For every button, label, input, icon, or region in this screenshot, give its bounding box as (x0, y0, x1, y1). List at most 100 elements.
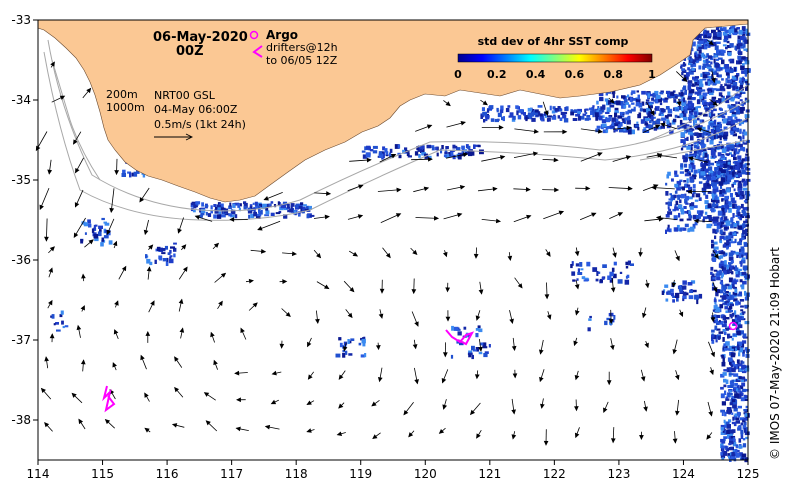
sst-pixel (740, 422, 744, 426)
sst-pixel (688, 56, 692, 60)
sst-pixel (691, 97, 696, 100)
sst-pixel (613, 315, 616, 320)
sst-pixel (482, 111, 488, 116)
sst-pixel (741, 312, 745, 315)
drifter-track-2 (102, 385, 116, 413)
sst-pixel (707, 132, 710, 137)
current-vector (379, 154, 397, 163)
sst-pixel (424, 153, 428, 157)
sst-pixel (737, 293, 743, 297)
sst-pixel (365, 152, 371, 158)
sst-pixel (698, 212, 703, 217)
current-vector (212, 242, 220, 250)
sst-pixel (723, 131, 729, 137)
sst-pixel (679, 179, 683, 182)
sst-pixel (684, 183, 689, 188)
sst-pixel (262, 203, 267, 207)
current-vector (336, 431, 346, 437)
x-tick-label: 125 (737, 467, 760, 481)
sst-pixel (699, 95, 703, 99)
sst-pixel (734, 95, 739, 99)
sst-pixel (737, 186, 743, 191)
sst-pixel (741, 364, 746, 370)
sst-pixel (703, 102, 708, 105)
sst-pixel (607, 275, 612, 280)
sst-pixel (734, 148, 738, 151)
sst-pixel (729, 265, 735, 269)
sst-pixel (731, 148, 734, 152)
sst-pixel (741, 158, 746, 162)
current-vector (610, 427, 616, 444)
sst-pixel (741, 233, 745, 237)
sst-pixel (724, 331, 727, 336)
sst-pixel (426, 144, 432, 149)
sst-pixel (364, 353, 367, 358)
sst-pixel (631, 102, 635, 105)
sst-pixel (736, 445, 739, 449)
current-vector (144, 427, 151, 433)
sst-pixel (483, 119, 486, 123)
sst-pixel (727, 333, 730, 339)
sst-pixel (193, 204, 197, 209)
sst-pixel (721, 287, 725, 291)
sst-pixel (706, 64, 711, 67)
sst-pixel (740, 431, 744, 437)
sst-pixel (687, 117, 692, 121)
current-vector (44, 422, 53, 432)
sst-pixel (671, 120, 676, 125)
current-vector (82, 87, 92, 99)
y-tick-label: -34 (11, 93, 31, 107)
sst-pixel (745, 252, 748, 255)
sst-pixel (719, 165, 724, 168)
sst-pixel (691, 115, 697, 119)
sst-pixel (732, 404, 737, 409)
sst-pixel (693, 111, 698, 115)
sst-pixel (693, 169, 698, 174)
sst-pixel (725, 153, 731, 156)
sst-pixel (692, 214, 698, 220)
sst-pixel (739, 84, 744, 89)
sst-pixel (717, 224, 720, 229)
sst-pixel (202, 212, 205, 216)
sst-pixel (722, 164, 727, 168)
current-vector (415, 124, 433, 132)
sst-pixel (701, 45, 704, 49)
current-vector (281, 308, 291, 318)
sst-pixel (644, 118, 650, 121)
sst-pixel (694, 81, 700, 86)
sst-pixel (611, 117, 616, 122)
sst-pixel (715, 58, 719, 61)
current-vector (609, 212, 624, 219)
sst-pixel (642, 129, 647, 133)
sst-pixel (617, 115, 623, 119)
sst-pixel (713, 145, 717, 150)
sst-pixel (661, 117, 667, 121)
sst-pixel (737, 164, 743, 169)
sst-pixel (721, 401, 726, 406)
sst-pixel (287, 209, 290, 213)
sst-pixel (459, 341, 464, 346)
sst-pixel (713, 127, 717, 132)
sst-pixel (740, 82, 744, 85)
sst-pixel (608, 116, 612, 122)
sst-pixel (695, 154, 699, 159)
sst-pixel (303, 204, 307, 207)
sst-pixel (601, 123, 607, 128)
sst-pixel (673, 95, 678, 99)
sst-pixel (691, 144, 694, 147)
current-vector (676, 71, 688, 83)
sst-pixel (729, 166, 734, 170)
sst-pixel (743, 421, 747, 425)
sst-pixel (732, 82, 738, 87)
sst-pixel (680, 163, 684, 169)
sst-pixel (741, 457, 744, 461)
sst-pixel (739, 77, 742, 82)
sst-pixel (243, 201, 247, 205)
sst-pixel (675, 200, 679, 206)
sst-pixel (694, 35, 699, 40)
sst-pixel (745, 232, 748, 236)
sst-pixel (683, 180, 687, 183)
sst-pixel (87, 219, 91, 224)
sst-pixel (739, 217, 742, 221)
sst-pixel (698, 54, 701, 59)
